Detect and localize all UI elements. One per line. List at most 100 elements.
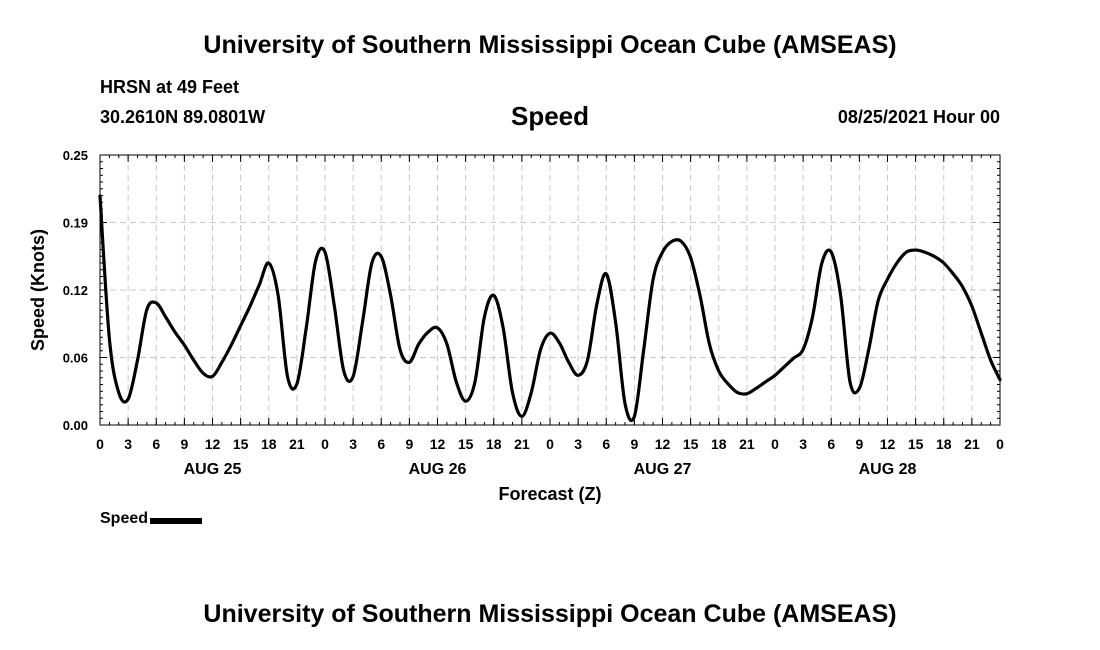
speed-data-point — [980, 332, 983, 335]
speed-data-point — [286, 375, 289, 378]
speed-data-point — [99, 195, 101, 197]
speed-data-point — [755, 387, 758, 390]
speed-data-point — [896, 262, 898, 264]
speed-data-point — [577, 374, 579, 377]
speed-data-point — [492, 294, 495, 297]
speed-data-point — [333, 305, 336, 308]
x-tick-label: 21 — [964, 436, 980, 452]
speed-data-point — [877, 300, 879, 302]
speed-data-point — [136, 359, 139, 362]
x-tick-label: 6 — [377, 436, 385, 452]
speed-data-point — [802, 348, 804, 351]
speed-data-point — [924, 251, 926, 253]
x-tick-label: 12 — [205, 436, 221, 452]
speed-data-point — [164, 316, 167, 318]
speed-data-point — [567, 361, 570, 364]
speed-data-point — [521, 415, 523, 418]
speed-data-point — [511, 391, 514, 394]
speed-data-point — [408, 361, 411, 364]
speed-data-point — [699, 294, 701, 297]
x-tick-label: 12 — [430, 436, 446, 452]
speed-data-point — [746, 392, 748, 395]
y-tick-label: 0.12 — [63, 283, 88, 298]
speed-data-point — [380, 255, 383, 258]
speed-data-point — [249, 305, 251, 308]
speed-data-point — [324, 251, 326, 253]
speed-data-point — [202, 372, 204, 374]
speed-data-point — [399, 348, 401, 351]
speed-data-point — [427, 331, 429, 333]
x-tick-label: 9 — [630, 436, 638, 452]
speed-data-point — [361, 321, 364, 324]
speed-data-point — [727, 383, 729, 385]
speed-data-point — [971, 305, 973, 308]
speed-data-point — [849, 381, 851, 383]
speed-data-point — [605, 273, 608, 275]
speed-data-point — [267, 262, 270, 264]
x-tick-label: 6 — [827, 436, 835, 452]
speed-data-point — [108, 337, 111, 340]
x-tick-label: 9 — [180, 436, 188, 452]
speed-data-point — [474, 381, 476, 383]
speed-data-point — [596, 303, 598, 305]
x-tick-label: 9 — [405, 436, 413, 452]
speed-data-point — [352, 375, 354, 378]
speed-data-point — [839, 294, 842, 297]
speed-data-point — [914, 249, 917, 251]
speed-data-point — [530, 391, 533, 394]
speed-data-point — [680, 240, 683, 243]
speed-data-point — [624, 402, 626, 405]
coordinates-label: 30.2610N 89.0801W — [100, 107, 266, 127]
speed-data-point — [652, 278, 654, 281]
speed-data-point — [792, 357, 795, 359]
speed-data-point — [192, 359, 195, 362]
speed-data-point — [549, 332, 551, 335]
x-tick-label: 21 — [289, 436, 305, 452]
x-tick-label: 0 — [996, 436, 1004, 452]
legend-label: Speed — [100, 510, 149, 527]
y-tick-label: 0.00 — [63, 418, 88, 433]
x-tick-label: 15 — [683, 436, 699, 452]
speed-data-point — [455, 381, 458, 383]
x-tick-label: 18 — [936, 436, 952, 452]
speed-data-point — [342, 370, 345, 372]
y-tick-label: 0.19 — [63, 216, 88, 231]
speed-data-point — [239, 324, 242, 327]
speed-data-point — [989, 359, 992, 362]
legend: Speed — [100, 510, 203, 528]
speed-data-point — [502, 327, 504, 329]
day-label: AUG 28 — [859, 461, 917, 478]
day-label: AUG 25 — [184, 461, 242, 478]
y-tick-label: 0.06 — [63, 351, 88, 366]
speed-data-point — [436, 327, 439, 329]
speed-data-point — [717, 370, 720, 372]
speed-data-point — [830, 251, 833, 253]
speed-data-point — [296, 383, 298, 385]
speed-data-point — [155, 302, 158, 304]
speed-data-point — [539, 348, 542, 351]
x-tick-label: 0 — [321, 436, 329, 452]
x-tick-label: 9 — [855, 436, 863, 452]
speed-data-point — [277, 294, 279, 297]
speed-data-point — [558, 342, 561, 344]
speed-data-point — [961, 285, 964, 288]
station-label: HRSN at 49 Feet — [100, 77, 240, 97]
speed-data-point — [942, 262, 945, 264]
x-tick-label: 6 — [602, 436, 610, 452]
y-axis-label: Speed (Knots) — [28, 229, 48, 351]
speed-data-point — [708, 343, 711, 345]
speed-data-point — [614, 321, 617, 324]
chart-title: Speed — [510, 101, 590, 131]
y-tick-label: 0.25 — [63, 148, 88, 163]
speed-data-point — [671, 240, 673, 243]
speed-data-point — [417, 343, 420, 345]
speed-data-point — [127, 398, 129, 400]
x-tick-label: 3 — [349, 436, 357, 452]
day-label: AUG 26 — [409, 461, 467, 478]
x-tick-label: 0 — [546, 436, 554, 452]
x-tick-label: 21 — [739, 436, 755, 452]
speed-data-point — [952, 273, 954, 275]
x-tick-label: 18 — [711, 436, 727, 452]
speed-data-point — [736, 391, 739, 394]
x-tick-label: 3 — [124, 436, 132, 452]
